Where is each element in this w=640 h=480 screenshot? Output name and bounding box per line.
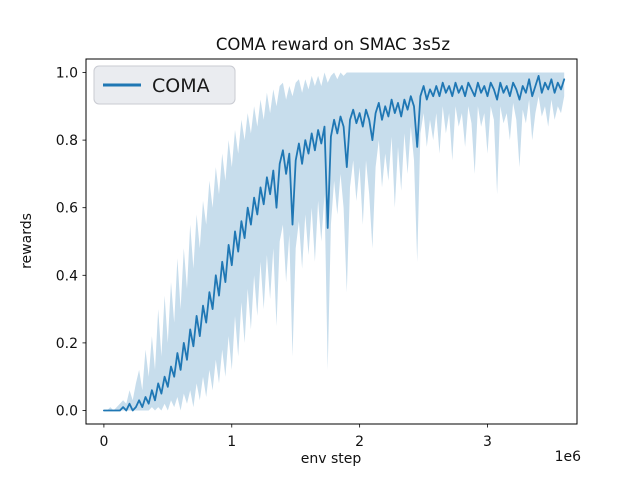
x-axis-offset-label: 1e6: [555, 449, 582, 465]
y-tick-label: 0.8: [56, 133, 78, 149]
y-axis-label: rewards: [19, 213, 35, 269]
x-axis-label: env step: [301, 451, 362, 467]
axis-ticks: 0 1 2 3 0.0 0.2 0.4 0.6 0.8 1.0: [56, 66, 492, 450]
chart-title: COMA reward on SMAC 3s5z: [216, 35, 450, 54]
x-tick-label: 2: [355, 434, 364, 450]
y-tick-label: 1.0: [56, 66, 78, 82]
x-tick-label: 3: [483, 434, 492, 450]
reward-line: [103, 75, 566, 412]
plot-border: [85, 58, 578, 425]
legend-box: [93, 65, 236, 105]
x-tick-label: 0: [99, 434, 108, 450]
legend-label: COMA: [152, 75, 210, 97]
y-tick-label: 0.0: [56, 403, 78, 419]
y-tick-label: 0.4: [56, 268, 78, 284]
x-tick-label: 1: [227, 434, 236, 450]
confidence-band: [103, 72, 565, 411]
legend: COMA: [93, 65, 236, 105]
y-tick-label: 0.2: [56, 336, 78, 352]
y-tick-label: 0.6: [56, 201, 78, 217]
